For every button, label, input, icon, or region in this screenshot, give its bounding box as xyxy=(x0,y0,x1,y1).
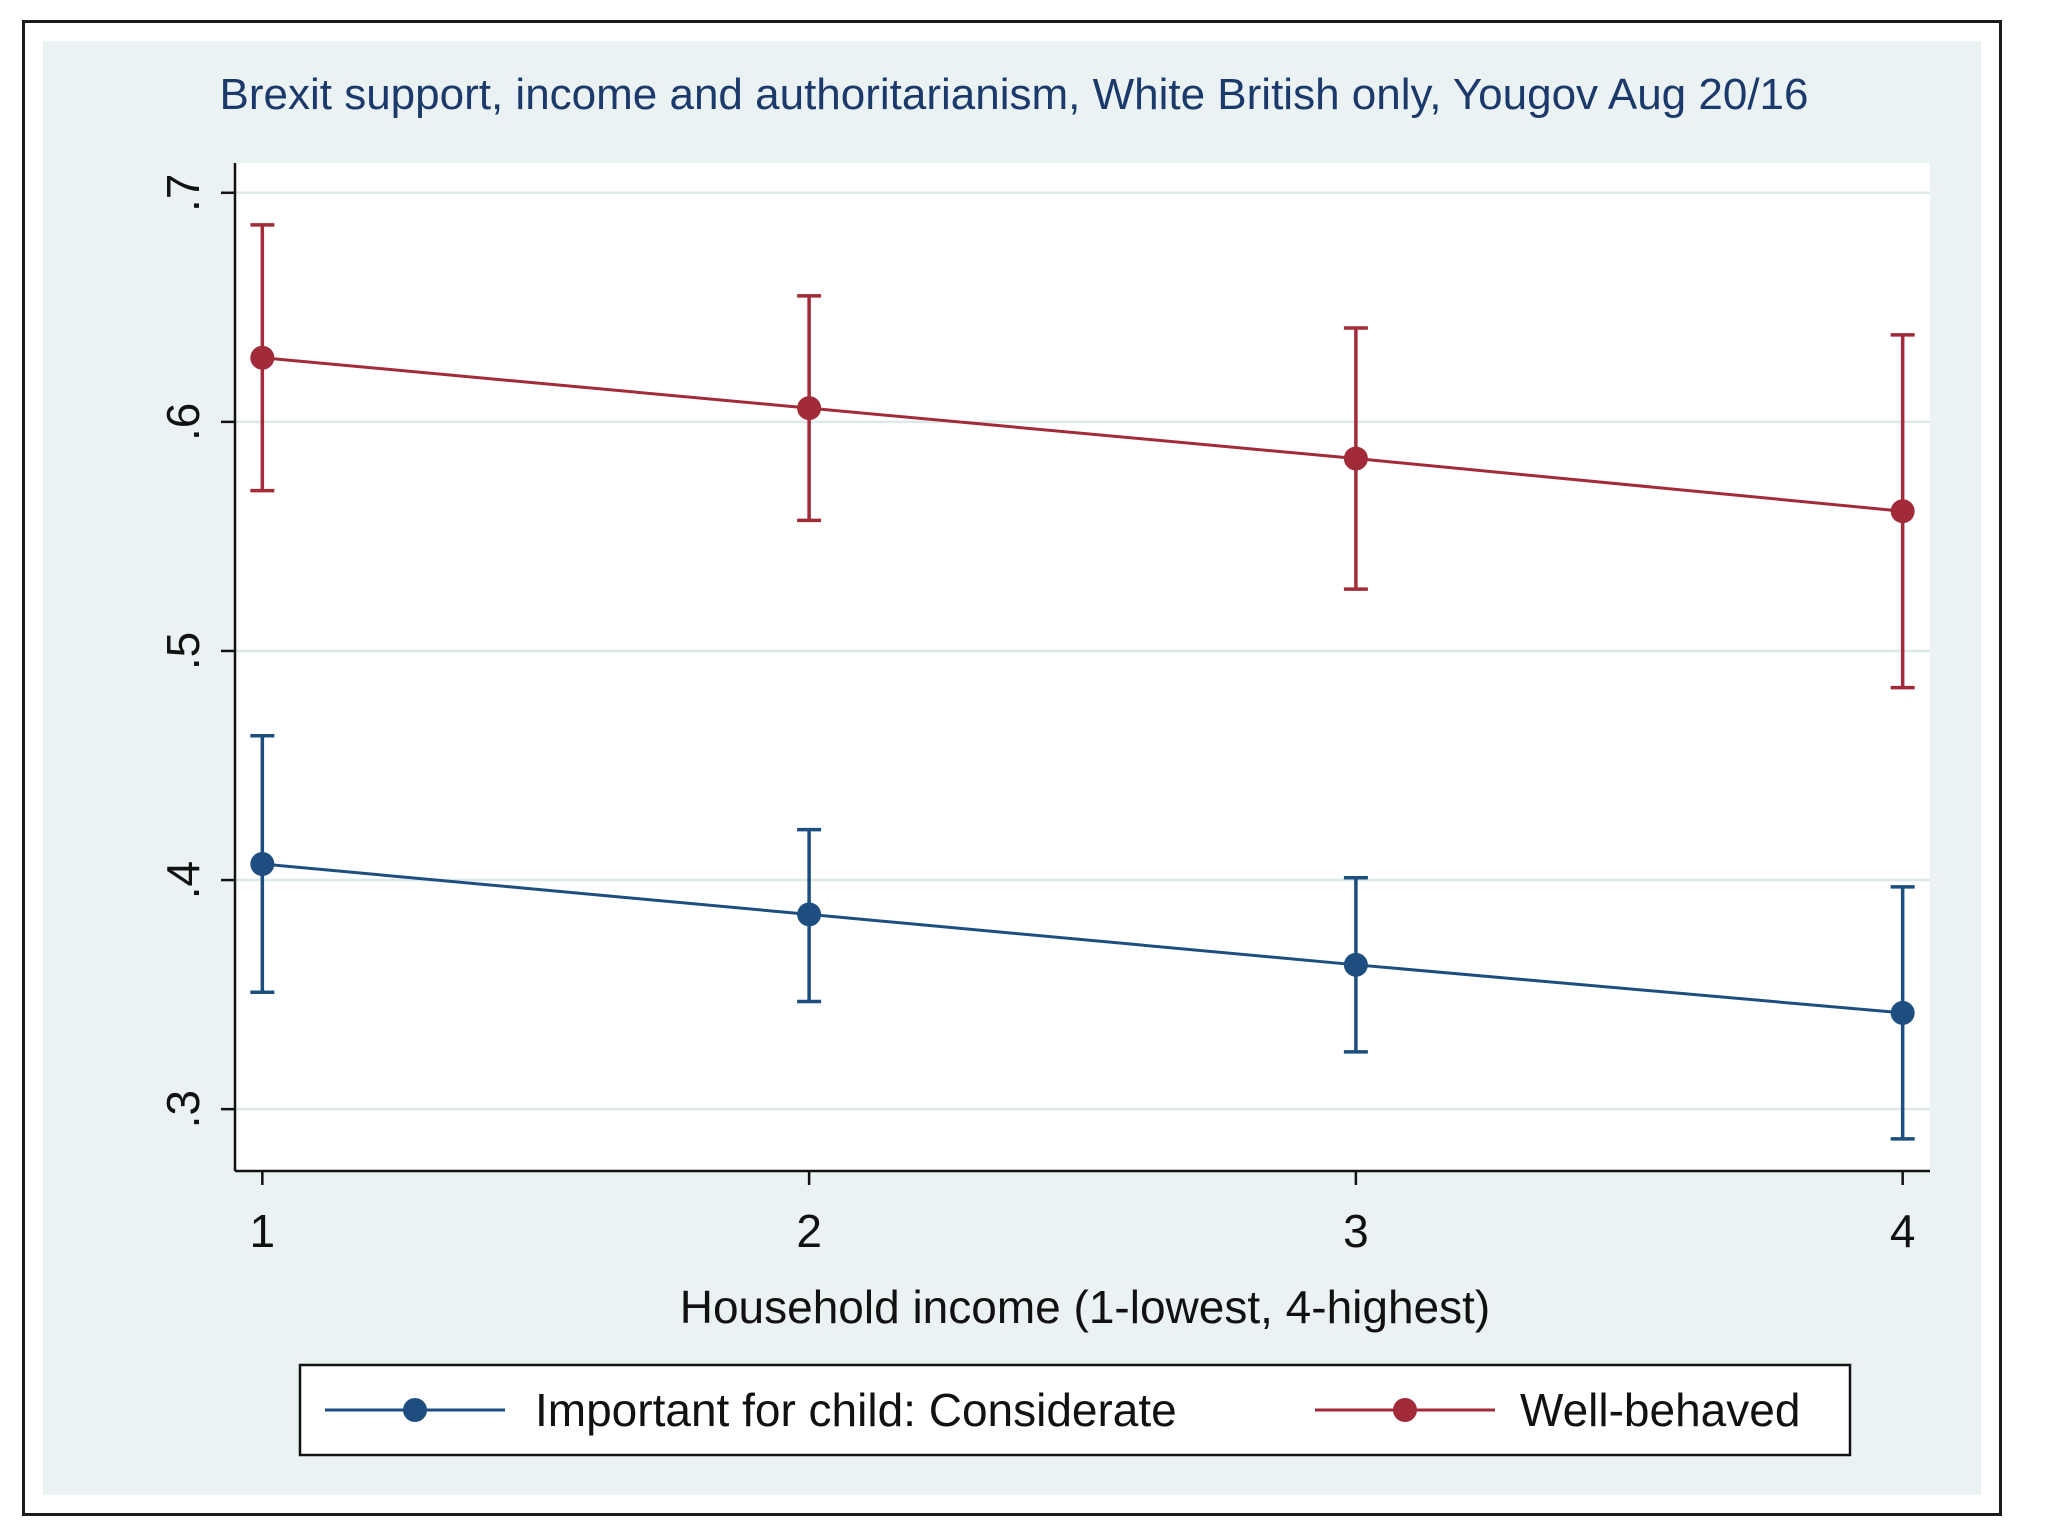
legend: Important for child: Considerate Well-be… xyxy=(298,1363,1852,1457)
y-tick-label: .7 xyxy=(157,174,209,212)
legend-box xyxy=(298,1363,1852,1457)
legend-marker-considerate xyxy=(403,1398,427,1422)
data-point xyxy=(250,345,275,370)
data-point xyxy=(250,852,275,877)
data-point xyxy=(1343,446,1368,471)
data-point xyxy=(797,902,822,927)
x-axis: 1 2 3 4 xyxy=(235,1169,1930,1257)
legend-label-considerate: Important for child: Considerate xyxy=(535,1384,1177,1436)
series-line xyxy=(262,356,1903,513)
data-point xyxy=(1343,952,1368,977)
series-1 xyxy=(250,223,1915,690)
plot-area xyxy=(235,163,1930,1171)
x-tick-label: 4 xyxy=(1890,1205,1916,1257)
x-axis-label: Household income (1-lowest, 4-highest) xyxy=(680,1281,1491,1333)
chart-frame: Brexit support, income and authoritarian… xyxy=(22,20,2002,1516)
y-axis: .3 .4 .5 .6 .7 xyxy=(157,163,237,1171)
data-point xyxy=(1890,1000,1915,1025)
gridlines xyxy=(235,191,1930,1111)
x-tick-label: 1 xyxy=(250,1205,276,1257)
y-tick-label: .5 xyxy=(157,632,209,670)
y-tick-label: .3 xyxy=(157,1090,209,1128)
x-tick-label: 2 xyxy=(796,1205,822,1257)
y-tick-label: .6 xyxy=(157,403,209,441)
series-line xyxy=(262,862,1903,1015)
chart-title: Brexit support, income and authoritarian… xyxy=(220,70,1809,119)
y-tick-label: .4 xyxy=(157,861,209,899)
x-tick-label: 3 xyxy=(1343,1205,1369,1257)
chart: Brexit support, income and authoritarian… xyxy=(43,41,1981,1495)
data-point xyxy=(797,396,822,421)
series-layer xyxy=(250,223,1915,1141)
series-0 xyxy=(250,733,1915,1141)
legend-marker-well-behaved xyxy=(1393,1398,1417,1422)
legend-label-well-behaved: Well-behaved xyxy=(1520,1384,1800,1436)
data-point xyxy=(1890,499,1915,524)
